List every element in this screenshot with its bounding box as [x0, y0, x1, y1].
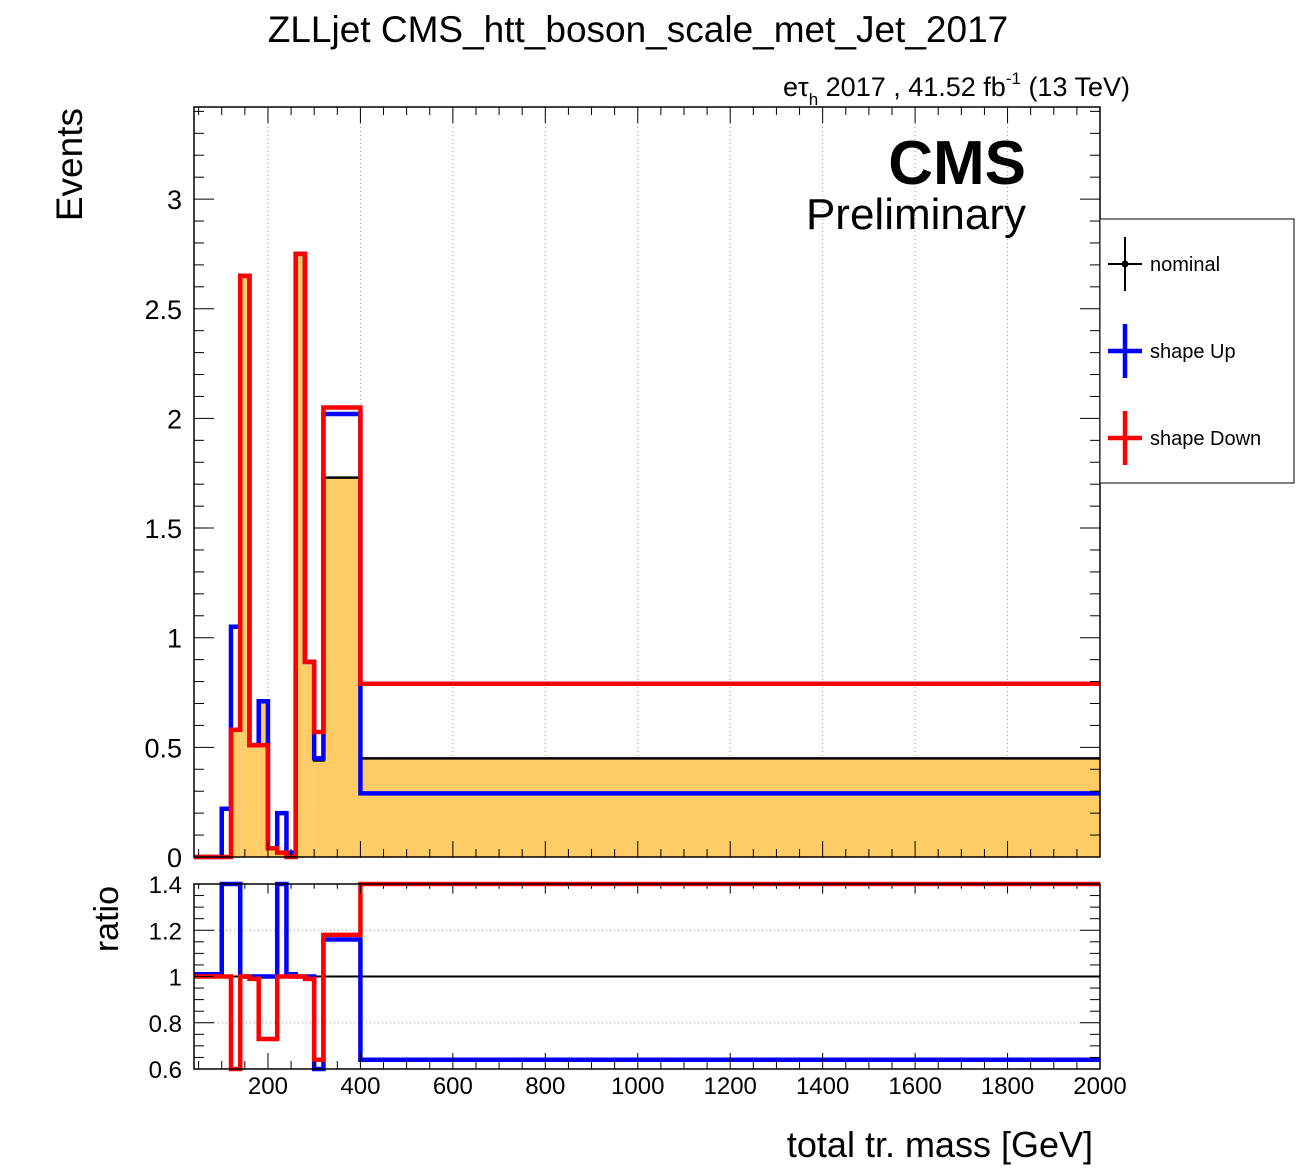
preliminary-label: Preliminary	[806, 190, 1026, 239]
legend-label: nominal	[1150, 254, 1220, 276]
x-tick-label: 1000	[611, 1073, 664, 1100]
lumi-label: eτh 2017 , 41.52 fb-1 (13 TeV)	[783, 69, 1130, 109]
lumi-energy: (13 TeV)	[1021, 72, 1130, 102]
y-tick-label: 3	[167, 185, 182, 215]
ratio-y-tick-label: 0.8	[149, 1011, 182, 1038]
x-tick-label: 1400	[796, 1073, 849, 1100]
ratio-tick-labels: 0.6 0.8 1 1.2 1.4 200 400 600 800 1000 1200 1400 160…	[149, 872, 1127, 1100]
ratio-grid	[194, 929, 1100, 1024]
legend-entry-shape-down: shape Down	[1108, 411, 1261, 465]
ratio-y-tick-label: 1	[169, 965, 182, 992]
legend-label: shape Down	[1150, 428, 1261, 450]
legend-label: shape Up	[1150, 341, 1236, 363]
ratio-y-tick-label: 0.6	[149, 1057, 182, 1084]
ratio-y-axis-label: ratio	[88, 886, 126, 952]
nominal-bar	[249, 745, 259, 857]
nominal-bar	[295, 253, 305, 858]
nominal-bar	[360, 758, 1100, 857]
nominal-bar	[240, 275, 250, 858]
nominal-fill	[230, 253, 1100, 858]
lumi-text: 2017 , 41.52 fb	[818, 72, 1006, 102]
lumi-sup: -1	[1006, 69, 1021, 88]
legend-entry-nominal: nominal	[1108, 237, 1220, 291]
y-tick-label: 2.5	[144, 295, 182, 325]
y-tick-label: 1	[167, 624, 182, 654]
chart-title: ZLLjet CMS_htt_boson_scale_met_Jet_2017	[268, 9, 1008, 50]
x-tick-label: 200	[248, 1073, 288, 1100]
main-series-lines	[194, 251, 1100, 860]
series-line-shape-down	[194, 251, 1100, 860]
nominal-bar	[267, 848, 278, 857]
ratio-ticks	[194, 883, 1100, 1070]
nominal-bar	[314, 760, 324, 857]
x-tick-label: 600	[433, 1073, 473, 1100]
legend-entry-shape-up: shape Up	[1108, 324, 1236, 378]
legend-marker-dot	[1121, 260, 1129, 268]
y-tick-label: 1.5	[144, 514, 182, 544]
main-y-tick-labels: 0 0.5 1 1.5 2 2.5 3	[144, 185, 182, 873]
main-ticks	[194, 107, 1100, 858]
x-tick-label: 800	[525, 1073, 565, 1100]
x-tick-label: 1600	[888, 1073, 941, 1100]
x-tick-label: 1200	[704, 1073, 757, 1100]
y-axis-label: Events	[49, 108, 90, 221]
x-tick-label: 400	[340, 1073, 380, 1100]
legend: nominal shape Up shape Down	[1099, 218, 1295, 484]
y-tick-label: 0.5	[144, 733, 182, 763]
x-tick-label: 2000	[1073, 1073, 1126, 1100]
ratio-y-tick-label: 1.2	[149, 918, 182, 945]
nominal-bar	[337, 477, 361, 857]
y-tick-label: 2	[167, 404, 182, 434]
ratio-y-tick-label: 1.4	[149, 872, 182, 899]
nominal-bar	[258, 701, 268, 857]
nominal-bar	[304, 661, 315, 857]
cms-label: CMS	[888, 129, 1026, 198]
lumi-channel: eτ	[783, 72, 809, 102]
lumi-channel-sub: h	[809, 90, 818, 109]
nominal-bar	[323, 477, 338, 857]
x-axis-label: total tr. mass [GeV]	[787, 1124, 1093, 1165]
nominal-bar	[230, 729, 241, 857]
y-tick-label: 0	[167, 843, 182, 873]
x-tick-label: 1800	[981, 1073, 1034, 1100]
